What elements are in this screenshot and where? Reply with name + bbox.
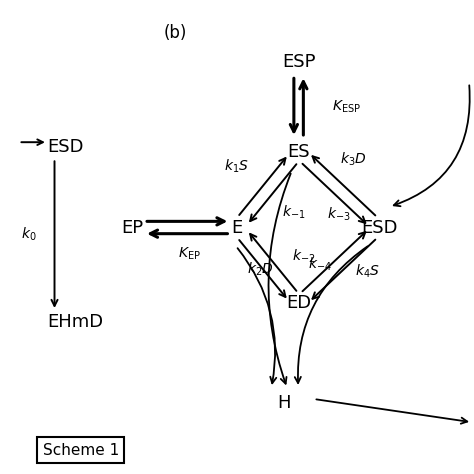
FancyArrowPatch shape (239, 240, 285, 297)
Text: ES: ES (287, 143, 310, 161)
FancyArrowPatch shape (316, 400, 467, 424)
Text: $k_{-3}$: $k_{-3}$ (327, 206, 350, 223)
Text: Scheme 1: Scheme 1 (43, 443, 119, 458)
Text: $k_4S$: $k_4S$ (356, 263, 381, 280)
Text: ESD: ESD (361, 219, 398, 237)
FancyArrowPatch shape (312, 156, 375, 215)
Text: ESP: ESP (282, 53, 315, 71)
FancyArrowPatch shape (302, 232, 365, 291)
Text: $k_1S$: $k_1S$ (224, 158, 249, 175)
FancyArrowPatch shape (250, 234, 296, 291)
FancyArrowPatch shape (237, 248, 276, 383)
Text: EHmD: EHmD (47, 313, 103, 331)
Text: $K_\mathrm{EP}$: $K_\mathrm{EP}$ (178, 246, 201, 262)
Text: E: E (231, 219, 243, 237)
FancyArrowPatch shape (239, 158, 285, 215)
FancyArrowPatch shape (312, 240, 375, 299)
FancyArrowPatch shape (394, 85, 470, 206)
FancyArrowPatch shape (150, 230, 228, 237)
FancyArrowPatch shape (268, 173, 291, 383)
Text: $k_3D$: $k_3D$ (340, 151, 367, 168)
Text: $K_\mathrm{ESP}$: $K_\mathrm{ESP}$ (332, 99, 361, 115)
FancyArrowPatch shape (250, 164, 296, 221)
Text: $k_{-2}$: $k_{-2}$ (292, 248, 315, 265)
Text: $k_{-4}$: $k_{-4}$ (308, 255, 331, 273)
Text: $k_2D$: $k_2D$ (247, 261, 274, 278)
Text: ESD: ESD (47, 138, 84, 156)
Text: H: H (278, 394, 291, 412)
FancyArrowPatch shape (147, 218, 224, 225)
FancyArrowPatch shape (290, 78, 298, 132)
Text: $k_{-1}$: $k_{-1}$ (283, 204, 306, 221)
FancyArrowPatch shape (295, 246, 367, 383)
FancyArrowPatch shape (52, 161, 57, 306)
FancyArrowPatch shape (302, 164, 365, 223)
FancyArrowPatch shape (21, 139, 43, 145)
Text: EP: EP (122, 219, 144, 237)
Text: (b): (b) (164, 24, 187, 42)
Text: ED: ED (286, 294, 311, 312)
FancyArrowPatch shape (300, 82, 307, 135)
Text: $k_0$: $k_0$ (21, 226, 36, 243)
